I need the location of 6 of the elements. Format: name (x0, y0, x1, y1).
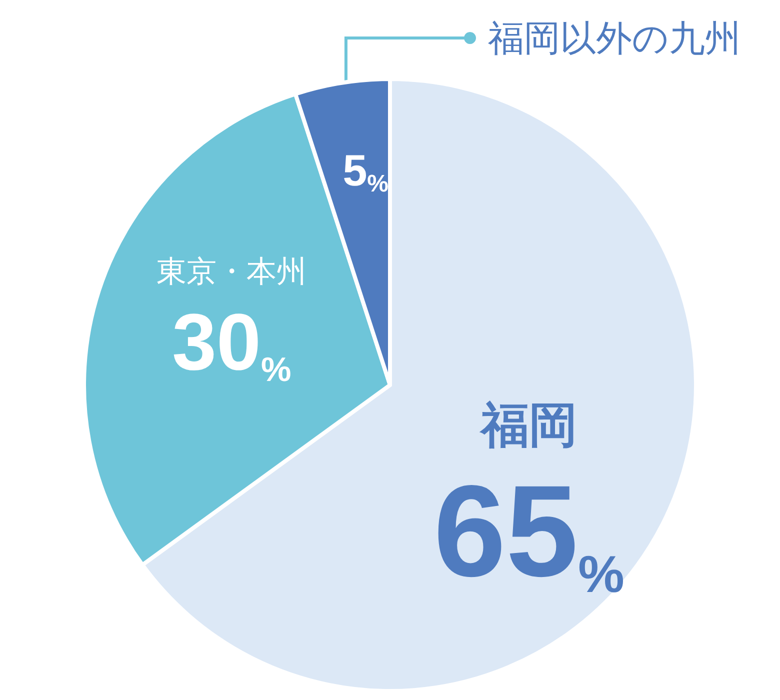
data-label: 30% (172, 297, 292, 389)
slice-label: 東京・本州 (156, 255, 307, 288)
data-label: 5% (342, 146, 389, 198)
slice-label: 福岡 (478, 399, 577, 452)
slice-label: 福岡以外の九州 (488, 18, 741, 58)
data-label: 65% (434, 458, 624, 604)
